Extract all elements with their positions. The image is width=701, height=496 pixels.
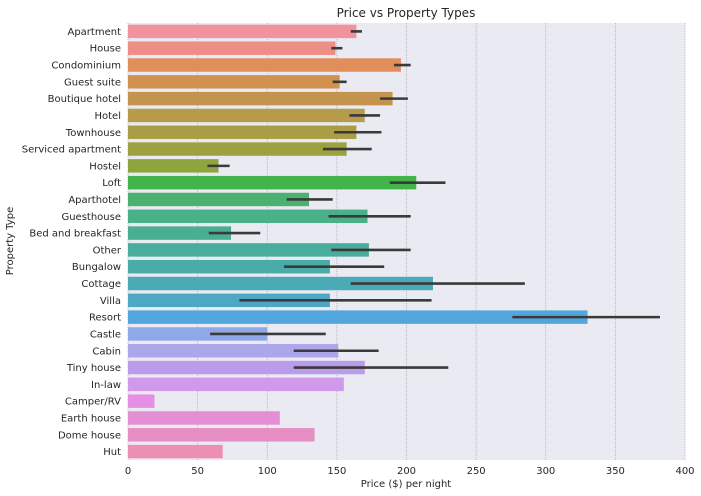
bar [128,125,357,139]
x-tick-label: 250 [467,466,486,477]
x-tick-labels: 0 50 100 150 200 250 300 350 400 [125,466,695,477]
category-label: Earth house [61,413,121,424]
x-tick-label: 400 [675,466,694,477]
category-label: Hotel [95,111,122,122]
bar [128,142,347,156]
error-bars [207,30,660,369]
bar [128,276,433,291]
bar [128,444,223,459]
bar [128,91,393,106]
bar [128,108,365,123]
category-label: Loft [102,178,121,189]
bar [128,259,330,274]
chart-title: Price vs Property Types [337,6,476,20]
bar [128,192,310,207]
bar [128,58,401,72]
category-label: Castle [90,329,121,340]
x-tick-label: 0 [125,466,131,477]
category-label: Villa [100,296,121,307]
x-tick-label: 150 [327,466,346,477]
bar [128,344,339,358]
category-label: Camper/RV [65,397,121,408]
category-label: Townhouse [65,128,121,139]
category-label: Bungalow [72,262,121,273]
bar [128,243,369,257]
bar [128,24,357,39]
category-label: In-law [91,380,121,391]
bar [128,377,344,392]
category-label: Bed and breakfast [29,229,121,240]
bar [128,75,340,89]
category-label: Hut [103,447,121,458]
category-label: Apartment [67,27,121,38]
bar [128,175,417,190]
category-label: Hostel [89,161,121,172]
bar [128,293,330,308]
category-label: Serviced apartment [22,145,121,156]
bar [128,226,232,240]
x-tick-label: 50 [191,466,204,477]
category-label: House [90,44,121,55]
bar [128,159,219,173]
category-label: Guest suite [64,77,121,88]
category-label: Guesthouse [61,212,121,223]
bar [128,41,336,55]
x-tick-label: 100 [258,466,277,477]
category-label: Aparthotel [68,195,121,206]
bar [128,310,588,324]
bar [128,327,268,341]
category-labels: Apartment House Condominium Guest suite Bout… [22,27,122,458]
x-axis-title: Price ($) per night [361,479,452,490]
category-label: Boutique hotel [48,94,121,105]
bar [128,411,280,425]
x-tick-label: 350 [606,466,625,477]
x-tick-label: 200 [397,466,416,477]
category-label: Cabin [92,346,121,357]
category-label: Tiny house [66,363,121,374]
bar [128,394,155,408]
category-label: Cottage [81,279,121,290]
x-tick-label: 300 [536,466,555,477]
bars [128,24,588,459]
y-axis-title: Property Type [5,207,16,275]
category-label: Resort [89,313,121,324]
bar [128,209,368,224]
bar [128,428,315,442]
category-label: Dome house [58,430,121,441]
category-label: Other [93,245,122,256]
bar [128,360,365,375]
category-label: Condominium [51,61,121,72]
